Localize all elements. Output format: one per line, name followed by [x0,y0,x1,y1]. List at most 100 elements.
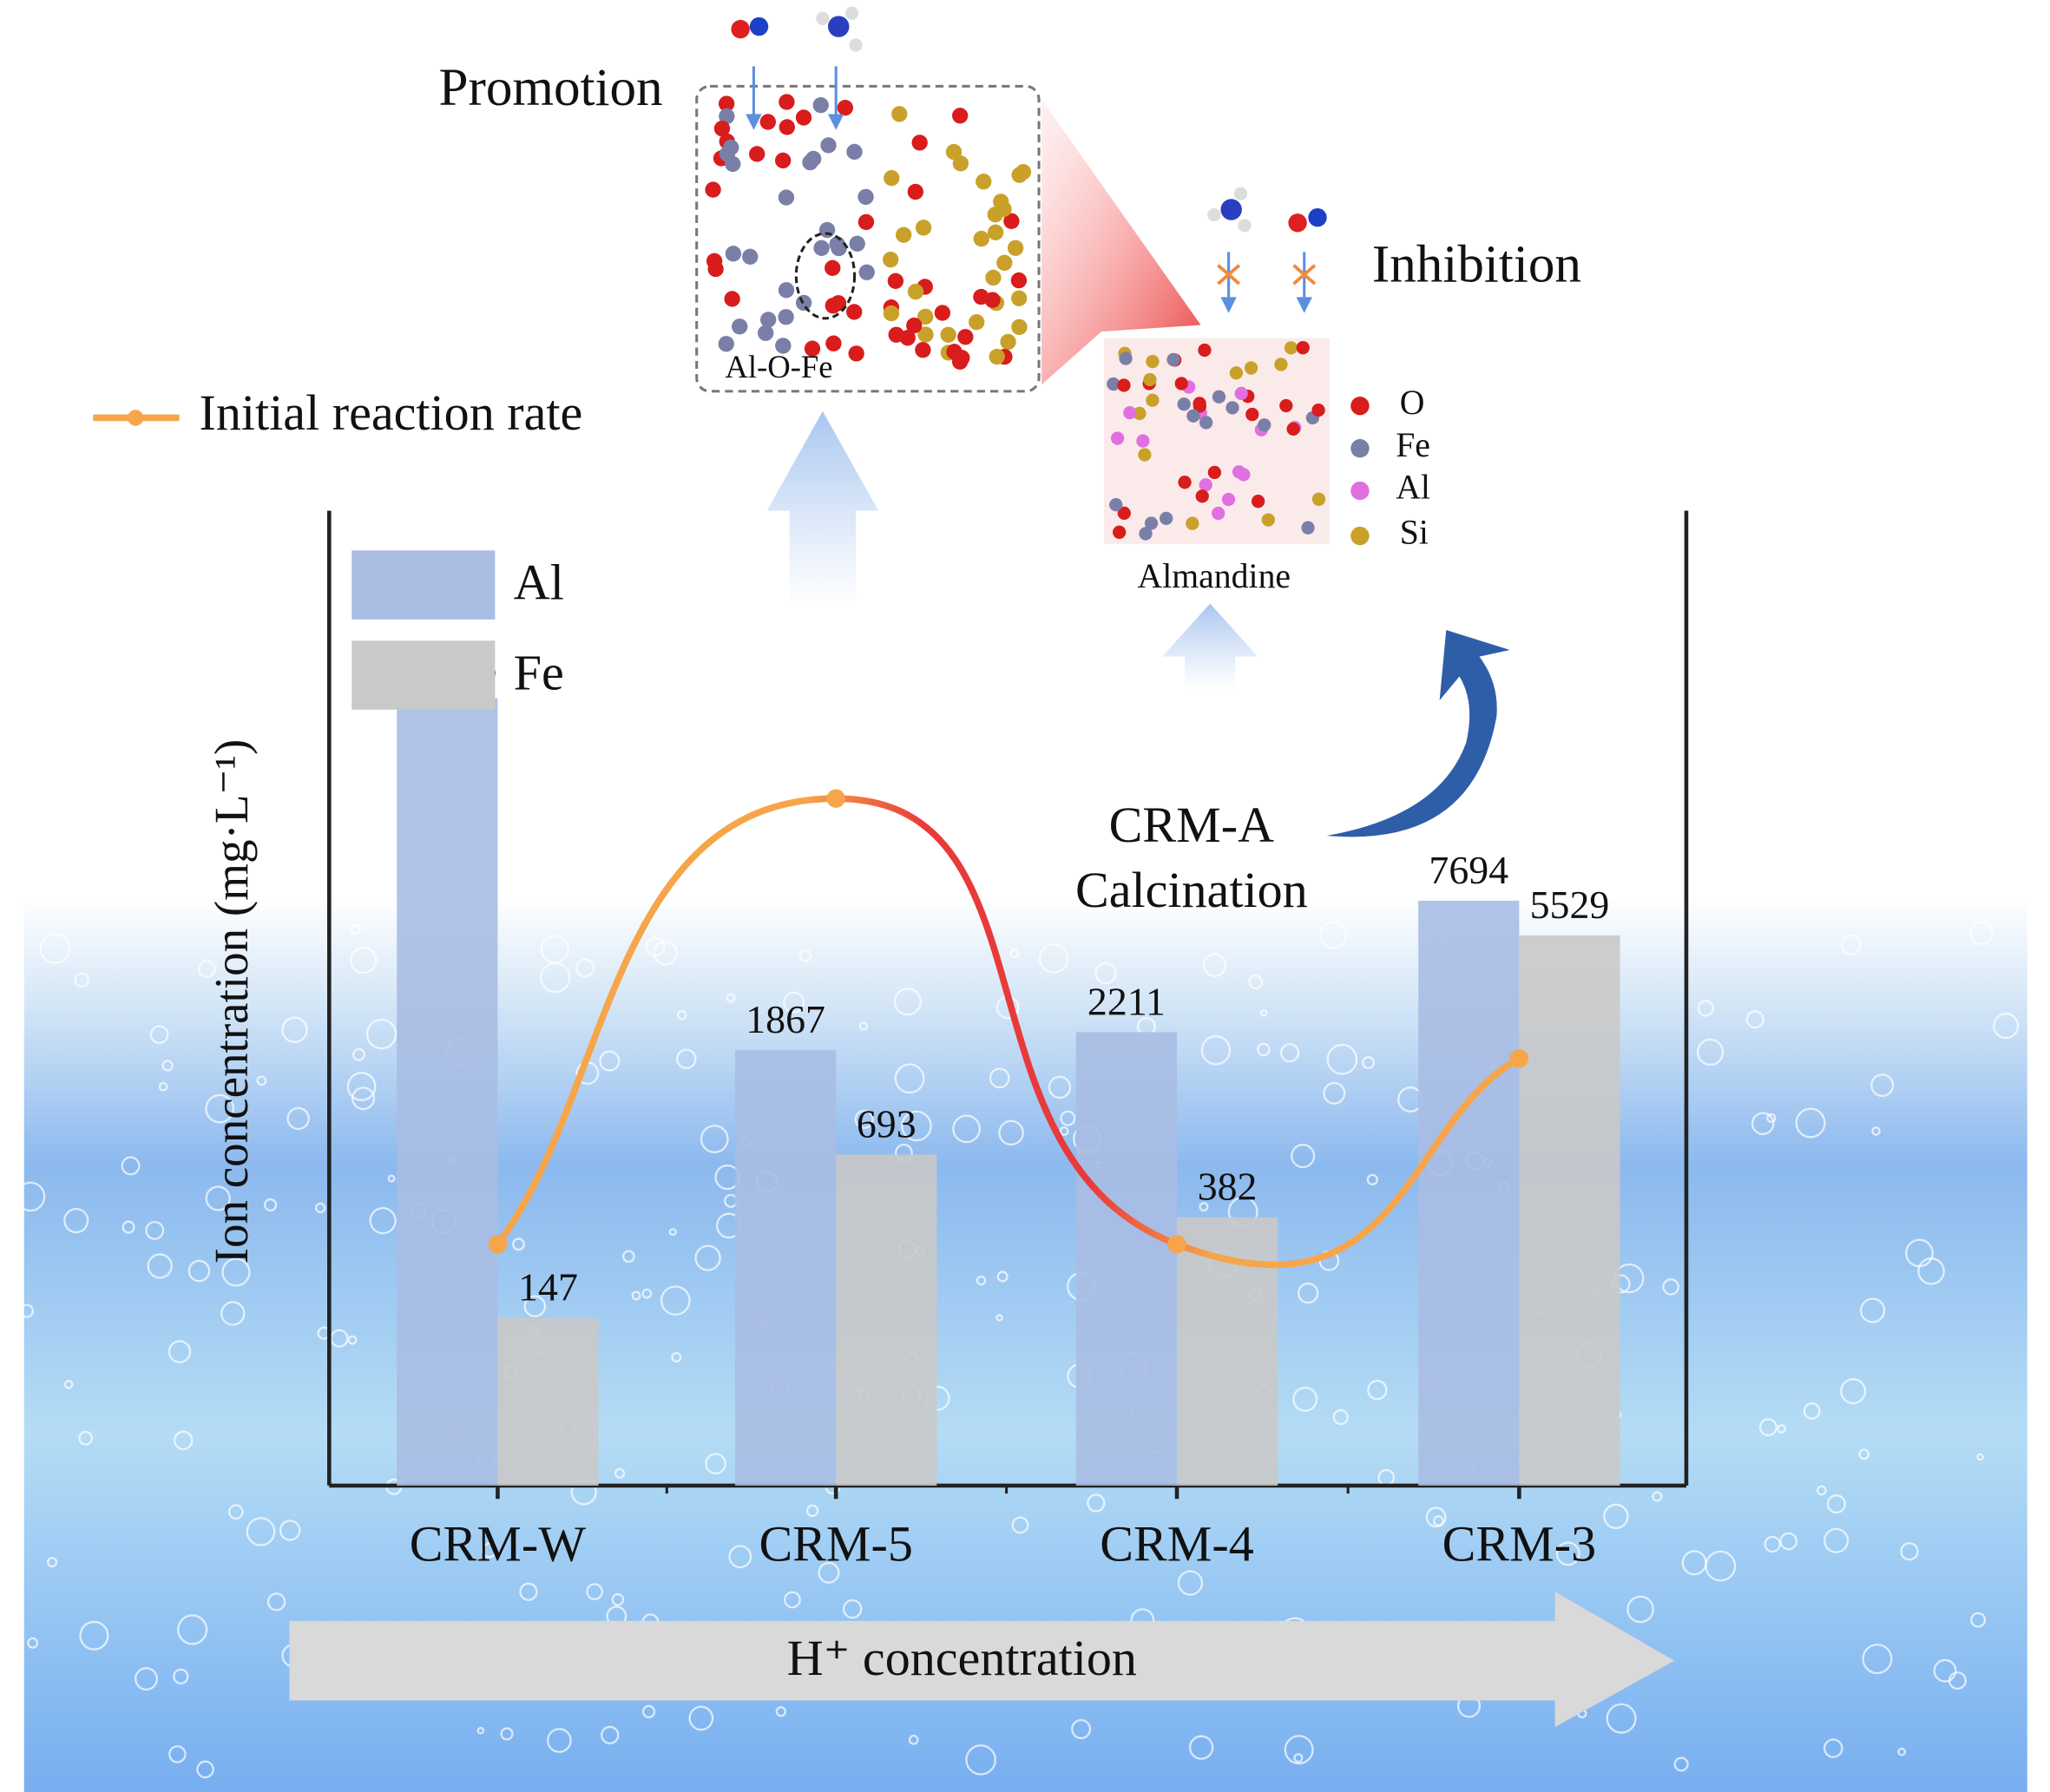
bubble [147,1253,173,1279]
bubble [523,1295,547,1318]
atom [1110,431,1125,445]
x-tick-label: CRM-5 [759,1516,913,1572]
atom [952,155,969,172]
legend-swatch [352,640,496,710]
bubble [805,1504,819,1518]
bubble [347,1335,358,1345]
bubble [996,1270,1009,1283]
bubble [575,958,595,978]
atom [705,181,721,198]
bubble [1279,1043,1300,1063]
atom [1136,434,1150,448]
annotation: Al [1396,469,1430,507]
atom [1207,465,1222,480]
legend-marker [1350,481,1370,501]
bubble [135,1667,158,1691]
atom [759,312,777,328]
atom [917,326,934,343]
atom [917,308,934,325]
bubble [1425,1506,1447,1528]
bar [836,1154,937,1486]
atom [907,183,923,200]
bubble [908,1734,919,1745]
bubble [1823,1527,1850,1553]
atom [1166,352,1180,367]
atom [1109,497,1123,512]
bubble [1257,1042,1271,1057]
atom [857,188,874,206]
bubble [1202,953,1227,977]
bubble [798,949,812,962]
bubble [614,1467,626,1479]
bubble [858,1021,869,1031]
atom [911,135,928,151]
atom [1011,167,1028,183]
bubble [168,1340,192,1363]
bubble [145,1220,165,1240]
atom [758,325,774,341]
atom [1139,527,1153,541]
atom [987,207,1003,223]
legend-marker [1350,397,1370,416]
bubble [894,1063,925,1094]
atom [1296,341,1310,355]
bubble [1652,1491,1663,1502]
atom [1000,333,1016,351]
bubble [998,1119,1024,1146]
atom [825,298,841,314]
atom [778,282,795,299]
structures [705,94,1326,541]
x-tick-label: CRM-3 [1442,1516,1597,1572]
bubble [611,1592,625,1606]
bar [497,1317,599,1486]
bubble [197,960,216,978]
atom [825,335,842,351]
bubble [352,1086,376,1111]
value-label: 5529 [1530,883,1610,927]
bubble [660,1285,691,1316]
bubble [1826,1494,1846,1514]
bubble [995,1314,1003,1322]
bubble [78,1430,94,1446]
bar [1519,935,1620,1486]
bubble [901,1110,932,1142]
value-label: 147 [518,1265,578,1310]
arrow [1162,603,1258,690]
atom [804,340,821,357]
bubble [775,1706,786,1717]
bubble [728,1545,752,1569]
bubble [1697,1000,1715,1017]
bubble [631,1290,641,1301]
bubble [1291,1143,1316,1169]
bubble [161,1060,174,1072]
bubble [965,1744,996,1776]
bubble [1758,1418,1777,1437]
atom [779,94,795,110]
bubble [1188,1735,1214,1760]
atom [1117,378,1131,392]
atom [1177,397,1191,411]
annotation: Calcination [1075,862,1308,918]
bubble [177,1614,208,1645]
atom [848,345,864,362]
bubble [1764,1535,1781,1553]
bubble [1917,1257,1945,1285]
atom [895,226,912,243]
bubble [547,1728,572,1753]
bubble [1696,1038,1725,1067]
atom [1144,516,1159,530]
bubble [79,1620,109,1651]
bubble [266,1592,286,1611]
atom [883,305,900,322]
atom [1010,290,1028,306]
bubble [1048,1075,1072,1099]
bubble [1199,1202,1209,1212]
bubble [1606,1703,1637,1734]
bubble [39,932,71,964]
bubble [1860,1297,1886,1323]
atom [891,106,908,122]
bubble [1259,1008,1268,1017]
atom [857,213,875,231]
bubble [1009,949,1020,959]
atom [1244,361,1258,375]
